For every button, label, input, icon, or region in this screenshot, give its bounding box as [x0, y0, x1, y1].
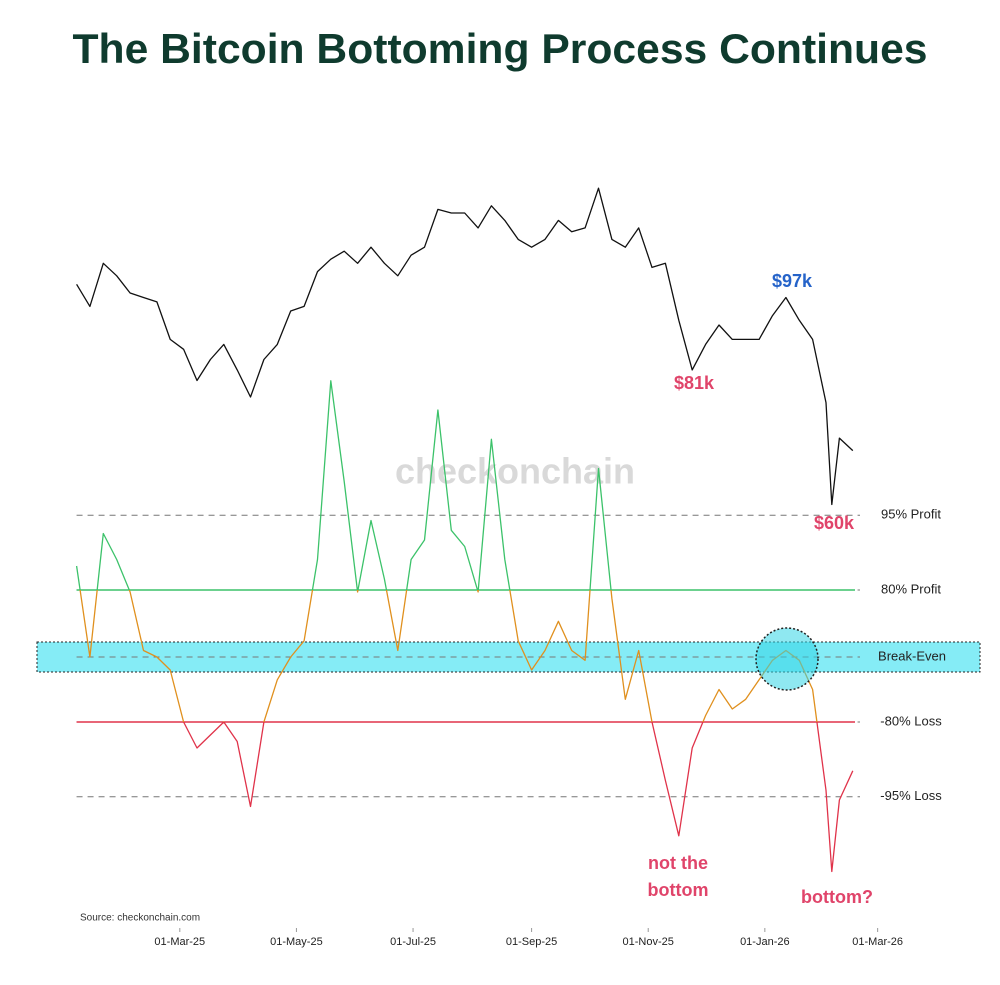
annotation: bottom [648, 880, 709, 900]
price-line [76, 187, 854, 506]
level-label: -80% Loss [880, 713, 942, 728]
oscillator-line [182, 722, 854, 873]
oscillator-line [75, 380, 612, 591]
x-tick-label: 01-Jul-25 [390, 936, 436, 948]
chart-title: The Bitcoin Bottoming Process Continues [73, 25, 928, 72]
level-label: Break-Even [878, 648, 946, 663]
oscillator-line [79, 590, 818, 722]
level-label: 80% Profit [881, 581, 941, 596]
source: Source: checkonchain.com [80, 913, 200, 924]
x-axis: 01-Mar-25 01-May-25 01-Jul-25 01-Sep-25 01-N… [154, 928, 903, 948]
level-label: -95% Loss [880, 788, 942, 803]
annotation: $97k [772, 271, 813, 291]
levels: 95% Profit 80% Profit Break-Even -80% Loss -… [36, 507, 981, 803]
x-tick-label: 01-Mar-26 [852, 936, 903, 948]
x-tick-label: 01-Sep-25 [506, 936, 557, 948]
highlight-circle [755, 627, 819, 691]
x-tick-label: 01-May-25 [270, 936, 323, 948]
annotation: bottom? [801, 887, 873, 907]
watermark: checkonchain [395, 451, 635, 492]
annotation: $81k [674, 373, 715, 393]
annotation: not the [648, 853, 708, 873]
x-tick-label: 01-Jan-26 [740, 936, 790, 948]
annotation: $60k [814, 513, 855, 533]
x-tick-label: 01-Mar-25 [154, 936, 205, 948]
lines [75, 187, 854, 873]
x-tick-label: 01-Nov-25 [623, 936, 674, 948]
level-label: 95% Profit [881, 507, 941, 522]
